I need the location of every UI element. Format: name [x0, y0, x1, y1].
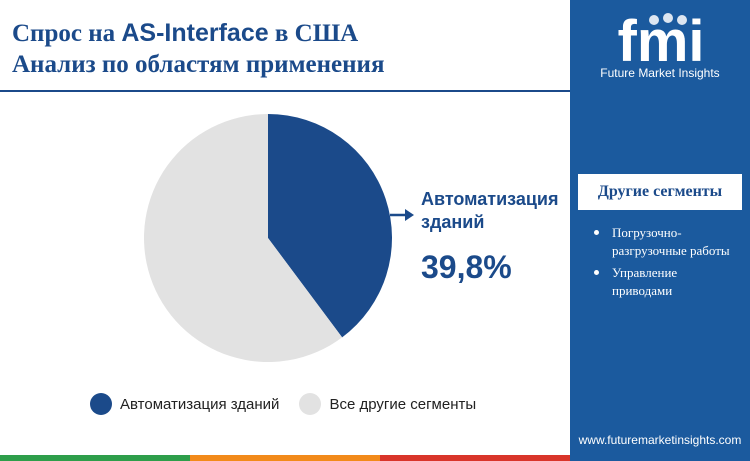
- color-stripe: [0, 455, 750, 461]
- legend-item-other-segments: Все другие сегменты: [299, 393, 476, 415]
- title-accent: AS-Interface: [121, 19, 269, 47]
- title-divider: [0, 90, 570, 92]
- logo-caption: Future Market Insights: [600, 66, 720, 80]
- chart-panel: Спрос на AS-Interface в США Анализ по об…: [0, 18, 570, 415]
- sidebar: fmi Future Market Insights Другие сегмен…: [570, 0, 750, 455]
- stripe-blue: [570, 455, 750, 461]
- title-line-1: Спрос на AS-Interface в США: [12, 18, 557, 49]
- fmi-logo: fmi: [618, 9, 705, 74]
- bullet-icon: [594, 230, 599, 235]
- logo-text: fmi: [618, 9, 705, 74]
- globe-icon: [677, 15, 687, 25]
- website-link[interactable]: www.futuremarketinsights.com: [578, 433, 742, 447]
- callout-label: Автоматизация зданий: [421, 189, 559, 232]
- pie-chart: [144, 114, 392, 362]
- list-item: Управление приводами: [594, 264, 734, 300]
- callout-value: 39,8%: [421, 249, 512, 285]
- legend-swatch: [90, 393, 112, 415]
- other-segments-heading: Другие сегменты: [578, 174, 742, 210]
- stripe-green: [0, 455, 190, 461]
- title-line-2: Анализ по областям применения: [12, 51, 385, 78]
- stripe-red: [380, 455, 570, 461]
- chart-title: Спрос на AS-Interface в США Анализ по об…: [12, 18, 557, 80]
- title-prefix: Спрос на: [12, 20, 116, 47]
- legend-label: Автоматизация зданий: [120, 395, 280, 413]
- stripe-orange: [190, 455, 380, 461]
- chart-legend: Автоматизация зданий Все другие сегменты: [90, 393, 496, 415]
- bullet-icon: [594, 270, 599, 275]
- legend-item-building-automation: Автоматизация зданий: [90, 393, 279, 415]
- pie-slice-building-automation: [268, 114, 392, 338]
- list-item-label: Погрузочно-разгрузочные работы: [612, 225, 730, 258]
- globe-icon: [663, 13, 673, 23]
- callout-arrow-icon: [390, 209, 414, 221]
- title-suffix: в США: [274, 20, 359, 47]
- list-item: Погрузочно-разгрузочные работы: [594, 224, 734, 260]
- legend-label: Все другие сегменты: [329, 395, 477, 413]
- legend-swatch: [299, 393, 322, 415]
- pie-slice-other-segments: [144, 114, 343, 362]
- list-item-label: Управление приводами: [612, 265, 678, 298]
- other-segments-list: Погрузочно-разгрузочные работы Управлени…: [594, 224, 734, 304]
- globe-icon: [649, 15, 659, 25]
